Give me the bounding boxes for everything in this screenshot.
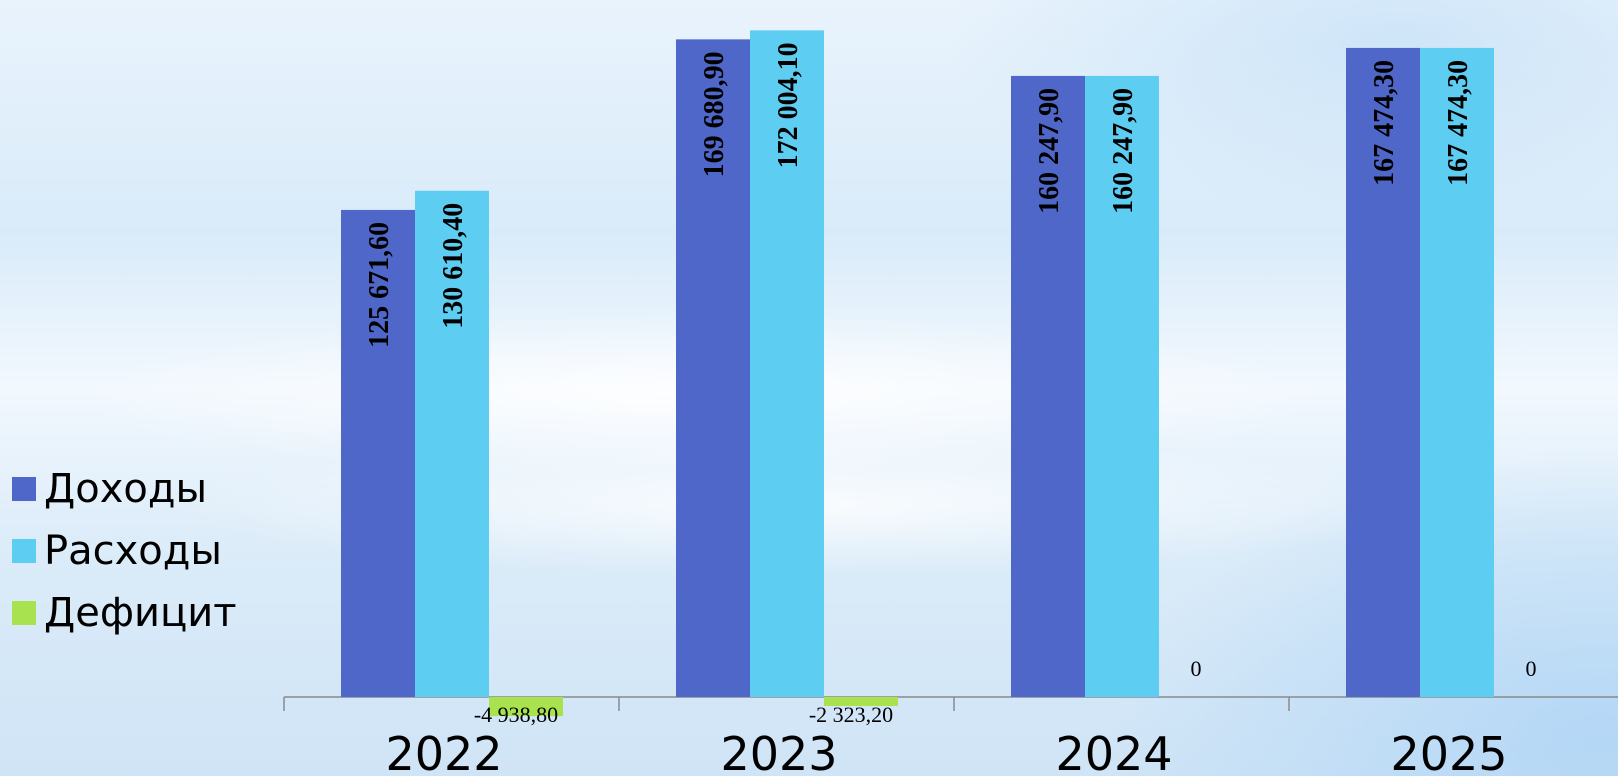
bar-income-2024 [1011,75,1085,698]
data-label-expenses-2024: 160 247,90 [1108,88,1139,214]
legend-label-income: Доходы [44,466,208,512]
data-label-income-2022: 125 671,60 [364,222,395,348]
legend-item-income: Доходы [12,458,237,520]
data-label-deficit-2022: -4 938,80 [474,702,558,727]
data-label-income-2023: 169 680,90 [699,51,730,177]
legend-swatch-expenses [12,539,36,563]
data-label-income-2025: 167 474,30 [1369,60,1400,186]
data-label-deficit-2025: 0 [1526,656,1537,681]
data-label-income-2024: 160 247,90 [1034,88,1065,214]
bar-deficit-2023 [824,697,898,707]
legend-label-expenses: Расходы [44,528,223,574]
data-label-deficit-2024: 0 [1191,656,1202,681]
legend-item-expenses: Расходы [12,520,237,582]
legend-swatch-income [12,477,36,501]
bar-income-2022 [341,209,415,698]
bar-expenses-2023 [750,30,824,697]
bar-income-2023 [676,39,750,697]
bar-expenses-2022 [415,190,489,697]
legend-label-deficit: Дефицит [44,590,237,636]
x-tick-label-2022: 2022 [385,727,502,776]
bar-expenses-2025 [1420,47,1494,697]
chart-legend: Доходы Расходы Дефицит [12,458,237,644]
data-label-expenses-2025: 167 474,30 [1443,60,1474,186]
bar-deficit-2022 [489,697,563,717]
x-tick-label-2023: 2023 [720,727,837,776]
legend-swatch-deficit [12,601,36,625]
data-label-expenses-2023: 172 004,10 [773,42,804,168]
bar-income-2025 [1346,47,1420,697]
x-tick-label-2024: 2024 [1055,727,1172,776]
data-label-deficit-2023: -2 323,20 [809,702,893,727]
bar-expenses-2024 [1085,75,1159,698]
x-tick-label-2025: 2025 [1390,727,1507,776]
data-label-expenses-2022: 130 610,40 [438,203,469,329]
legend-item-deficit: Дефицит [12,582,237,644]
